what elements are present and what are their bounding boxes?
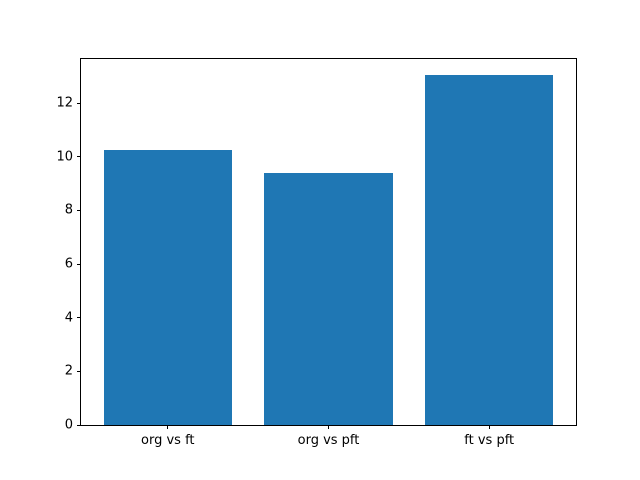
y-tick-label: 8 [64, 202, 73, 218]
y-tick-mark [77, 317, 81, 319]
x-tick-mark [328, 425, 329, 429]
y-tick-label: 4 [64, 310, 73, 326]
y-tick-label: 0 [64, 417, 73, 433]
x-tick-label: org vs pft [297, 433, 360, 448]
plot-area: 0 2 4 6 8 10 12 org vs ft org vs pft ft vs pft [56, 58, 577, 447]
y-tick-mark [77, 102, 81, 104]
y-tick-mark [77, 209, 81, 211]
x-tick-mark [488, 425, 490, 429]
x-tick-label: org vs ft [141, 433, 195, 448]
x-tick-label: ft vs pft [464, 433, 515, 448]
bar [103, 150, 233, 425]
y-tick-label: 12 [56, 95, 73, 111]
y-tick-mark [77, 424, 81, 426]
y-tick-mark [77, 370, 81, 372]
y-tick-label: 6 [64, 256, 73, 272]
y-tick-mark [77, 156, 81, 158]
y-tick-mark [77, 263, 81, 265]
y-tick-label: 2 [64, 363, 73, 379]
y-tick-label: 10 [56, 149, 73, 165]
bar [264, 172, 393, 425]
x-tick-mark [167, 425, 169, 429]
bar [424, 75, 554, 425]
